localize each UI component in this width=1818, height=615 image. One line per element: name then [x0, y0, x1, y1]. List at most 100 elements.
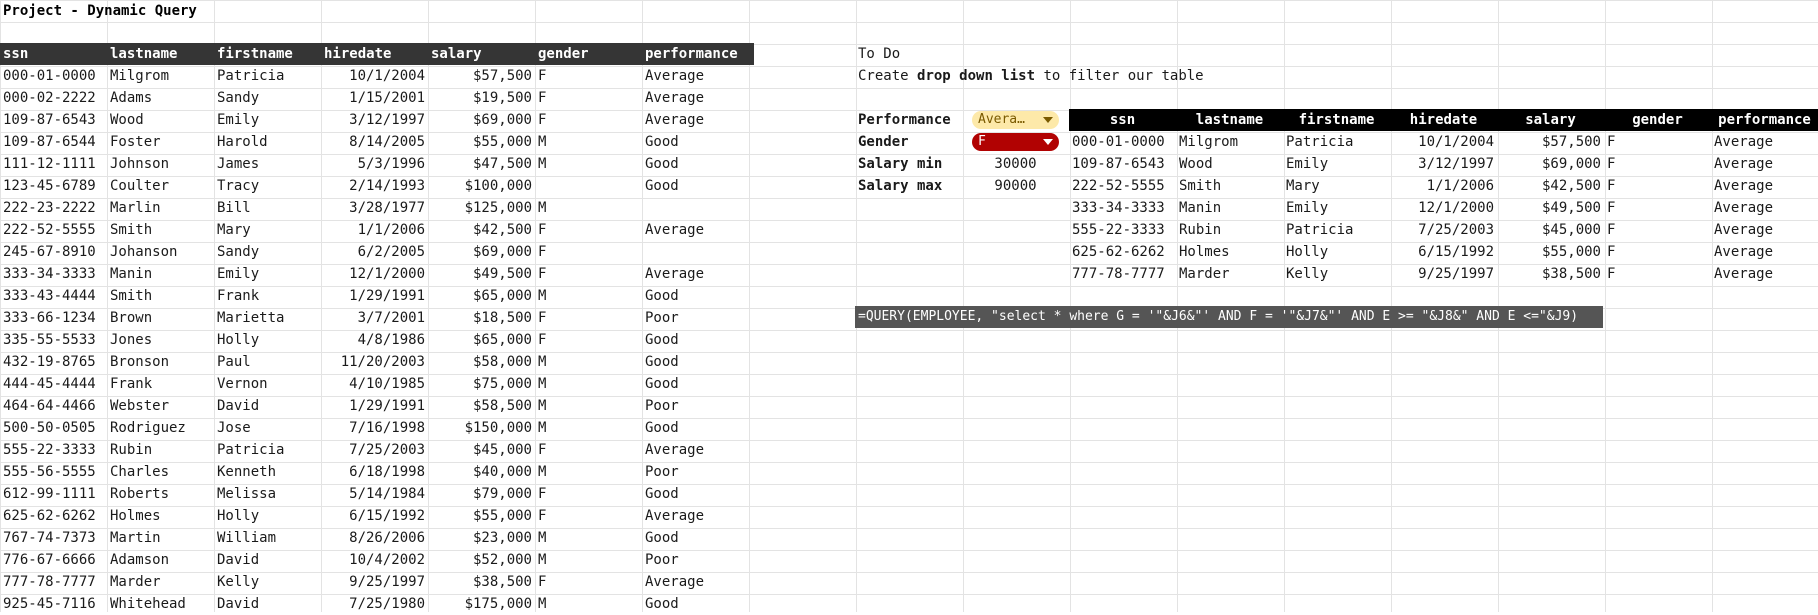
cell-ssn[interactable]: 335-55-5533 — [3, 332, 96, 348]
query-formula[interactable]: =QUERY(EMPLOYEE, "select * where G = '"&… — [855, 306, 1603, 328]
cell-performance[interactable]: Good — [645, 530, 679, 546]
header-lastname[interactable]: lastname — [107, 43, 214, 65]
cell-lastname[interactable]: Charles — [110, 464, 170, 480]
cell-salary[interactable]: $45,000 — [472, 442, 532, 458]
cell-gender[interactable]: F — [538, 574, 547, 590]
cell-salary[interactable]: $23,000 — [472, 530, 532, 546]
cell-ssn[interactable]: 776-67-6666 — [3, 552, 96, 568]
cell-lastname[interactable]: Brown — [110, 310, 153, 326]
cell-gender[interactable]: M — [538, 200, 547, 216]
cell-gender[interactable]: F — [538, 486, 547, 502]
cell-firstname[interactable]: Holly — [217, 332, 260, 348]
cell-firstname[interactable]: Sandy — [217, 244, 260, 260]
cell-salary[interactable]: $55,000 — [472, 134, 532, 150]
cell-lastname[interactable]: Wood — [110, 112, 144, 128]
cell-ssn[interactable]: 000-01-0000 — [3, 68, 96, 84]
cell-performance[interactable]: Average — [1714, 222, 1774, 238]
cell-firstname[interactable]: Paul — [217, 354, 251, 370]
cell-firstname[interactable]: Jose — [217, 420, 251, 436]
cell-firstname[interactable]: Harold — [217, 134, 268, 150]
cell-salary[interactable]: $47,500 — [472, 156, 532, 172]
cell-hiredate[interactable]: 5/14/1984 — [349, 486, 425, 502]
cell-lastname[interactable]: Foster — [110, 134, 161, 150]
cell-performance[interactable]: Average — [645, 112, 705, 128]
cell-hiredate[interactable]: 10/1/2004 — [349, 68, 425, 84]
cell-ssn[interactable]: 555-56-5555 — [3, 464, 96, 480]
cell-firstname[interactable]: Kenneth — [217, 464, 277, 480]
cell-salary[interactable]: $69,000 — [1541, 156, 1601, 172]
cell-ssn[interactable]: 109-87-6544 — [3, 134, 96, 150]
cell-salary[interactable]: $42,500 — [1541, 178, 1601, 194]
cell-lastname[interactable]: Smith — [110, 288, 153, 304]
cell-firstname[interactable]: Emily — [217, 266, 260, 282]
cell-gender[interactable]: F — [1607, 134, 1616, 150]
cell-ssn[interactable]: 000-02-2222 — [3, 90, 96, 106]
cell-firstname[interactable]: Holly — [217, 508, 260, 524]
cell-gender[interactable]: F — [1607, 266, 1616, 282]
cell-gender[interactable]: F — [538, 508, 547, 524]
cell-lastname[interactable]: Coulter — [110, 178, 170, 194]
cell-performance[interactable]: Average — [1714, 178, 1774, 194]
cell-firstname[interactable]: Mary — [217, 222, 251, 238]
salary-min-value[interactable]: 30000 — [994, 156, 1037, 172]
cell-performance[interactable]: Average — [645, 574, 705, 590]
cell-gender[interactable]: F — [1607, 222, 1616, 238]
cell-ssn[interactable]: 222-52-5555 — [3, 222, 96, 238]
cell-performance[interactable]: Poor — [645, 464, 679, 480]
cell-lastname[interactable]: Rubin — [110, 442, 153, 458]
cell-gender[interactable]: M — [538, 354, 547, 370]
cell-salary[interactable]: $75,000 — [472, 376, 532, 392]
cell-ssn[interactable]: 111-12-1111 — [3, 156, 96, 172]
cell-lastname[interactable]: Manin — [1179, 200, 1222, 216]
cell-salary[interactable]: $57,500 — [1541, 134, 1601, 150]
cell-lastname[interactable]: Adams — [110, 90, 153, 106]
gender-dropdown[interactable]: F — [972, 133, 1059, 151]
cell-ssn[interactable]: 444-45-4444 — [3, 376, 96, 392]
cell-hiredate[interactable]: 1/1/2006 — [357, 222, 425, 238]
cell-salary[interactable]: $42,500 — [472, 222, 532, 238]
header-hiredate[interactable]: hiredate — [321, 43, 428, 65]
cell-performance[interactable]: Good — [645, 420, 679, 436]
cell-salary[interactable]: $57,500 — [472, 68, 532, 84]
cell-lastname[interactable]: Martin — [110, 530, 161, 546]
cell-salary[interactable]: $69,000 — [472, 112, 532, 128]
cell-firstname[interactable]: Sandy — [217, 90, 260, 106]
cell-ssn[interactable]: 333-34-3333 — [3, 266, 96, 282]
cell-gender[interactable]: F — [1607, 156, 1616, 172]
cell-hiredate[interactable]: 7/25/2003 — [349, 442, 425, 458]
cell-gender[interactable]: F — [538, 90, 547, 106]
cell-firstname[interactable]: Patricia — [217, 68, 285, 84]
cell-hiredate[interactable]: 12/1/2000 — [1418, 200, 1494, 216]
cell-hiredate[interactable]: 6/15/1992 — [1418, 244, 1494, 260]
cell-salary[interactable]: $100,000 — [464, 178, 532, 194]
cell-firstname[interactable]: Holly — [1286, 244, 1329, 260]
cell-hiredate[interactable]: 1/29/1991 — [349, 398, 425, 414]
cell-hiredate[interactable]: 3/12/1997 — [1418, 156, 1494, 172]
cell-firstname[interactable]: Kelly — [1286, 266, 1329, 282]
cell-gender[interactable]: M — [538, 464, 547, 480]
cell-gender[interactable]: M — [538, 288, 547, 304]
cell-hiredate[interactable]: 8/26/2006 — [349, 530, 425, 546]
cell-ssn[interactable]: 625-62-6262 — [3, 508, 96, 524]
salary-max-value[interactable]: 90000 — [994, 178, 1037, 194]
cell-lastname[interactable]: Manin — [110, 266, 153, 282]
cell-performance[interactable]: Poor — [645, 310, 679, 326]
cell-performance[interactable]: Good — [645, 134, 679, 150]
cell-performance[interactable]: Good — [645, 178, 679, 194]
cell-gender[interactable]: F — [538, 68, 547, 84]
cell-salary[interactable]: $55,000 — [472, 508, 532, 524]
cell-gender[interactable]: M — [538, 596, 547, 612]
cell-performance[interactable]: Good — [645, 486, 679, 502]
cell-performance[interactable]: Average — [1714, 244, 1774, 260]
cell-ssn[interactable]: 432-19-8765 — [3, 354, 96, 370]
cell-ssn[interactable]: 464-64-4466 — [3, 398, 96, 414]
cell-lastname[interactable]: Johanson — [110, 244, 178, 260]
cell-ssn[interactable]: 333-43-4444 — [3, 288, 96, 304]
cell-firstname[interactable]: Patricia — [1286, 134, 1354, 150]
cell-hiredate[interactable]: 3/28/1977 — [349, 200, 425, 216]
cell-salary[interactable]: $55,000 — [1541, 244, 1601, 260]
cell-performance[interactable]: Average — [1714, 134, 1774, 150]
cell-performance[interactable] — [642, 241, 754, 263]
cell-hiredate[interactable]: 5/3/1996 — [357, 156, 425, 172]
cell-salary[interactable]: $65,000 — [472, 288, 532, 304]
